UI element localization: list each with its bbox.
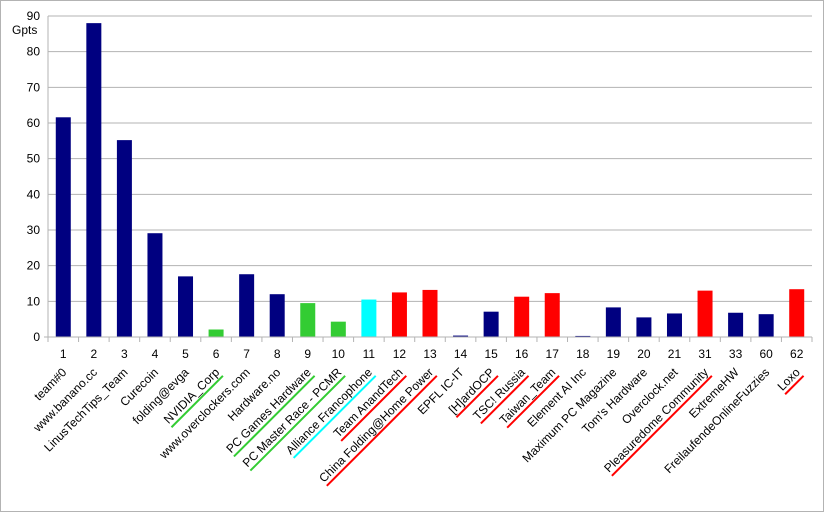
y-tick-label: 20: [27, 259, 41, 273]
team-name-underline: [784, 375, 805, 395]
x-tick-label: 12: [393, 347, 407, 361]
x-tick-label: 8: [274, 347, 281, 361]
team-name-underline: [233, 375, 316, 458]
team-label-group: Loxo: [775, 365, 805, 395]
team-name-underline: [611, 375, 713, 477]
bar: [758, 314, 774, 337]
y-axis-unit-label: Gpts: [12, 23, 37, 37]
bar: [544, 293, 560, 337]
x-tick-label: 2: [90, 347, 97, 361]
bar: [239, 274, 255, 337]
y-tick-label: 0: [33, 330, 40, 344]
x-tick-label: 3: [121, 347, 128, 361]
x-tick-label: 62: [790, 347, 804, 361]
x-tick-label: 18: [576, 347, 590, 361]
bar: [636, 317, 652, 337]
bar: [269, 294, 285, 337]
bar: [728, 312, 744, 337]
bar: [330, 321, 346, 337]
x-tick-label: 15: [484, 347, 498, 361]
y-tick-label: 40: [27, 187, 41, 201]
bar: [575, 335, 591, 337]
team-name-underline: [506, 375, 560, 429]
bar: [605, 307, 621, 337]
y-tick-label: 80: [27, 45, 41, 59]
bar: [116, 140, 132, 337]
team-name-underline: [292, 375, 377, 459]
x-tick-label: 9: [304, 347, 311, 361]
y-tick-label: 30: [27, 223, 41, 237]
x-tick-label: 21: [668, 347, 682, 361]
x-tick-label: 13: [423, 347, 437, 361]
x-tick-label: 16: [515, 347, 529, 361]
axes: [44, 16, 813, 342]
team-name-underline: [326, 375, 438, 487]
bar: [208, 329, 224, 337]
y-tick-label: 50: [27, 152, 41, 166]
x-tick-label: 11: [363, 347, 376, 361]
gridlines: [48, 15, 812, 338]
x-tick-label: 7: [243, 347, 250, 361]
x-tick-label: 33: [729, 347, 743, 361]
bar: [789, 289, 805, 337]
bars: [55, 23, 805, 338]
bar: [422, 289, 438, 337]
bar: [697, 290, 713, 337]
team-name-underline: [249, 375, 346, 472]
team-name-underline: [340, 375, 407, 442]
x-tick-label: 60: [759, 347, 773, 361]
y-tick-label: 70: [27, 80, 41, 94]
x-tick-label: 19: [607, 347, 621, 361]
bar: [666, 313, 682, 337]
y-tick-label: 90: [27, 9, 41, 23]
x-tick-labels: 1 2 3 4 5 6 7 8 9 10 11 12 13 14 15 16 17 18 19 20 21 31 33 60 6…: [60, 347, 804, 361]
bar: [86, 23, 102, 338]
team-name-underline: [170, 375, 224, 428]
y-tick-labels: 0 10 20 30 40 50 60 70 80 90: [27, 9, 41, 344]
x-tick-label: 10: [332, 347, 346, 361]
bar: [391, 292, 407, 337]
bar: [483, 311, 499, 337]
x-tick-label: 14: [454, 347, 468, 361]
bar: [453, 335, 469, 337]
bar: [55, 117, 71, 337]
x-tick-label: 31: [698, 347, 712, 361]
x-tick-label: 20: [637, 347, 651, 361]
x-tick-label: 17: [546, 347, 560, 361]
x-tick-label: 5: [182, 347, 189, 361]
bar: [147, 233, 163, 337]
bar: [361, 299, 377, 337]
team-name-labels: team#0www.banano.ccLinusTechTips_TeamCur…: [30, 365, 805, 487]
bar: [514, 296, 530, 337]
bar: [300, 303, 316, 337]
x-tick-label: 1: [60, 347, 67, 361]
x-tick-label: 6: [213, 347, 220, 361]
bar: [178, 276, 194, 337]
team-name-underline: [455, 375, 499, 419]
x-tick-label: 4: [152, 347, 159, 361]
team-name-underline: [480, 375, 530, 425]
y-tick-label: 10: [27, 294, 41, 308]
y-tick-label: 60: [27, 116, 41, 130]
